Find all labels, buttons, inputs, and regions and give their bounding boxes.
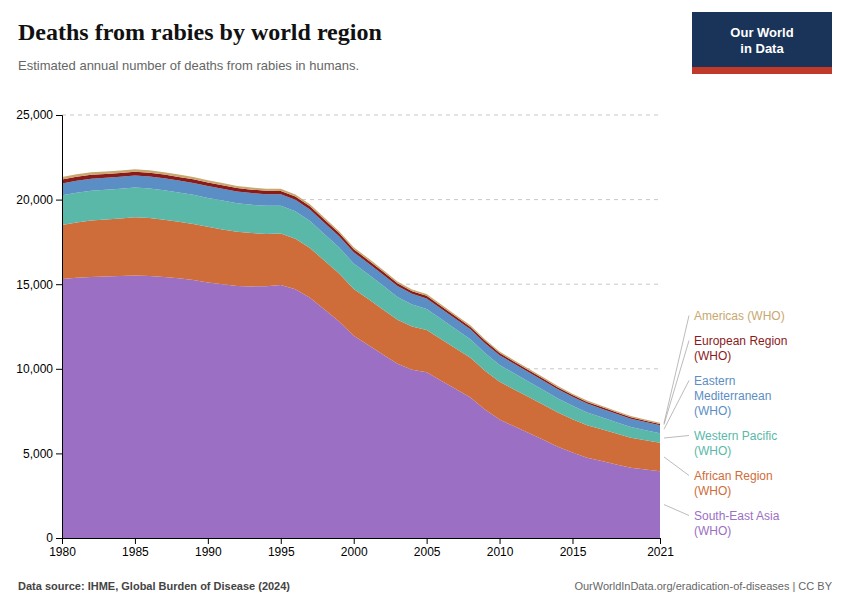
source-right: OurWorldInData.org/eradication-of-diseas… bbox=[574, 580, 832, 592]
x-tick: 1985 bbox=[122, 538, 149, 559]
x-tick-mark bbox=[660, 538, 661, 544]
y-tick-mark bbox=[56, 115, 62, 116]
x-tick-label: 1980 bbox=[49, 545, 76, 559]
legend-connector bbox=[664, 381, 689, 430]
areas bbox=[62, 169, 660, 538]
subtitle: Estimated annual number of deaths from r… bbox=[18, 58, 359, 73]
y-axis: 0 5,000 10,000 15,000 20,000 25,000 bbox=[16, 108, 62, 545]
x-tick: 2000 bbox=[341, 538, 368, 559]
title: Deaths from rabies by world region bbox=[18, 19, 382, 45]
legend: Americas (WHO) European Region(WHO) Easter… bbox=[664, 309, 787, 538]
y-tick-label: 20,000 bbox=[16, 193, 53, 207]
x-tick: 2005 bbox=[414, 538, 441, 559]
plot: 05,00010,00015,00020,00025,0001980198519… bbox=[16, 108, 674, 558]
y-tick-label: 10,000 bbox=[16, 362, 53, 376]
area bbox=[62, 172, 660, 425]
x-tick-label: 2000 bbox=[341, 545, 368, 559]
y-tick: 5,000 bbox=[23, 447, 62, 461]
legend-label: Western Pacific(WHO) bbox=[694, 429, 777, 458]
y-tick: 15,000 bbox=[16, 278, 62, 292]
logo-background bbox=[692, 12, 832, 74]
y-tick-label: 15,000 bbox=[16, 278, 53, 292]
x-tick: 2015 bbox=[560, 538, 587, 559]
legend-label: European Region(WHO) bbox=[694, 334, 787, 363]
grid-line bbox=[62, 115, 660, 116]
y-tick: 25,000 bbox=[16, 108, 62, 122]
x-tick-mark bbox=[427, 538, 428, 544]
logo-bar bbox=[692, 67, 832, 74]
y-tick-mark bbox=[56, 284, 62, 285]
x-tick: 2021 bbox=[647, 538, 674, 559]
x-tick-label: 2021 bbox=[647, 545, 674, 559]
x-tick-mark bbox=[354, 538, 355, 544]
y-tick-mark bbox=[56, 538, 62, 539]
x-tick-mark bbox=[500, 538, 501, 544]
logo-box: Our Worldin Data bbox=[692, 12, 832, 74]
chart: Deaths from rabies by world region Estima… bbox=[0, 0, 850, 600]
y-tick: 20,000 bbox=[16, 193, 62, 207]
y-axis-line bbox=[56, 116, 63, 539]
x-tick-mark bbox=[62, 538, 63, 544]
x-tick-label: 1985 bbox=[122, 545, 149, 559]
logo-text: Our Worldin Data bbox=[730, 25, 793, 56]
area bbox=[62, 169, 660, 424]
x-axis-line bbox=[63, 539, 661, 545]
y-tick-mark bbox=[56, 200, 62, 201]
y-tick-label: 5,000 bbox=[23, 447, 53, 461]
y-tick: 10,000 bbox=[16, 362, 62, 376]
legend-connector bbox=[664, 316, 689, 424]
source-left: Data source: IHME, Global Burden of Dise… bbox=[18, 580, 290, 592]
y-tick: 0 bbox=[46, 531, 62, 545]
legend-label: Americas (WHO) bbox=[694, 309, 785, 323]
legend-connector bbox=[664, 457, 689, 476]
x-tick-mark bbox=[208, 538, 209, 544]
y-tick-mark bbox=[56, 369, 62, 370]
x-tick-label: 2010 bbox=[487, 545, 514, 559]
x-tick-label: 2005 bbox=[414, 545, 441, 559]
x-tick: 2010 bbox=[487, 538, 514, 559]
grid bbox=[62, 115, 660, 538]
x-tick-mark bbox=[135, 538, 136, 544]
x-tick: 1995 bbox=[268, 538, 295, 559]
x-tick-label: 1990 bbox=[195, 545, 222, 559]
legend-label: South-East Asia(WHO) bbox=[694, 509, 780, 538]
legend-label: EasternMediterranean(WHO) bbox=[694, 374, 771, 418]
legend-connector bbox=[664, 505, 689, 516]
x-tick: 1990 bbox=[195, 538, 222, 559]
x-tick-mark bbox=[281, 538, 282, 544]
x-axis: 1980 1985 1990 1995 2000 2005 2010 2015 2021 bbox=[49, 538, 674, 559]
x-tick: 1980 bbox=[49, 538, 76, 559]
y-tick-label: 25,000 bbox=[16, 108, 53, 122]
legend-connector bbox=[664, 341, 689, 425]
legend-label: African Region(WHO) bbox=[694, 469, 773, 498]
x-tick-label: 1995 bbox=[268, 545, 295, 559]
y-tick-label: 0 bbox=[46, 531, 53, 545]
x-tick-mark bbox=[572, 538, 573, 544]
y-tick-mark bbox=[56, 453, 62, 454]
x-tick-label: 2015 bbox=[560, 545, 587, 559]
legend-connector bbox=[664, 436, 689, 439]
